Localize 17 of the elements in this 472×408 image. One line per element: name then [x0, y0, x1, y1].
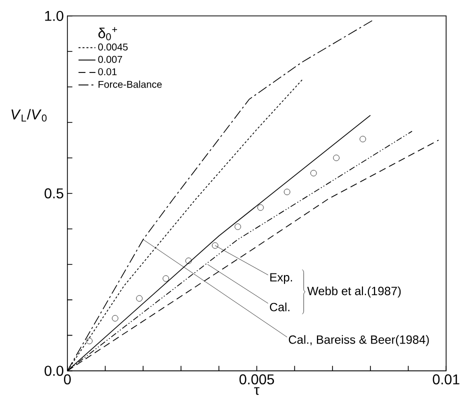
annotation: Webb et al.(1987) — [307, 286, 401, 298]
x-tick-label: 0 — [64, 374, 71, 385]
annotation: Exp. — [270, 273, 292, 284]
y-tick-label: 1.0 — [45, 11, 64, 22]
legend-label: 0.007 — [98, 56, 122, 64]
annotation: Cal. — [270, 302, 290, 312]
legend-label: 0.01 — [98, 68, 117, 76]
legend-title: δ$_{0}$+ — [98, 27, 118, 40]
legend-label: Force-Balance — [98, 80, 162, 88]
y-tick-label: 0.5 — [44, 188, 64, 199]
y-axis-title: V$_{L}$/V$_{0}$ — [12, 109, 47, 122]
x-axis-title: τ — [254, 387, 260, 396]
annotation: Cal., Bareiss & Beer(1984) — [288, 335, 429, 346]
x-tick-label: 0.01 — [432, 374, 460, 385]
y-tick-label: 0.0 — [44, 366, 64, 376]
x-tick-label: 0.005 — [239, 374, 274, 385]
legend-label: 0.0045 — [98, 44, 128, 51]
